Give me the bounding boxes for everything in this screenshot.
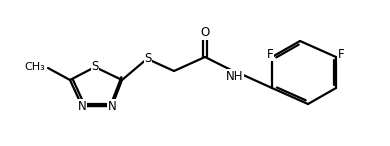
Text: N: N (108, 100, 116, 113)
Text: S: S (144, 52, 152, 65)
Text: S: S (91, 60, 99, 73)
Text: CH₃: CH₃ (24, 62, 45, 72)
Text: O: O (200, 27, 210, 40)
Text: F: F (267, 47, 273, 60)
Text: N: N (78, 100, 86, 113)
Text: NH: NH (226, 69, 244, 82)
Text: F: F (338, 47, 344, 60)
